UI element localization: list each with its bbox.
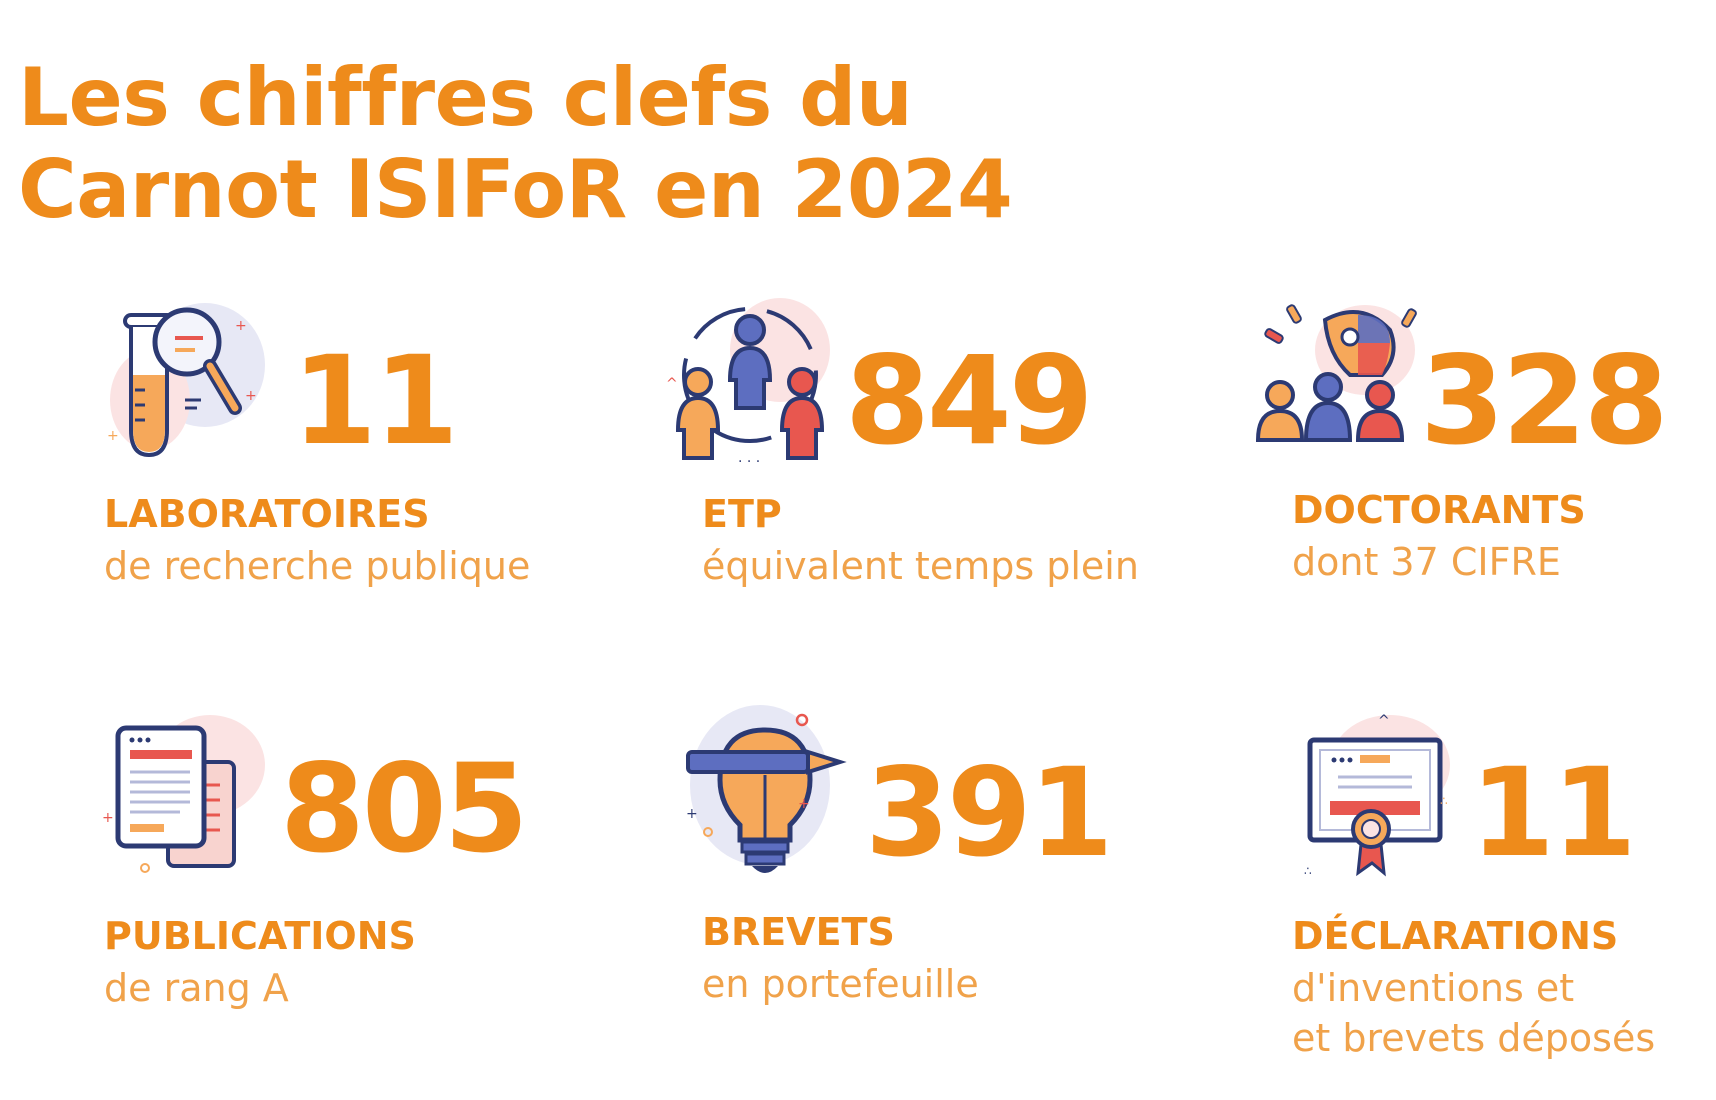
stat-sublabel: de recherche publique [104,544,531,588]
svg-text:^: ^ [1378,713,1390,729]
team-people-icon: ^ · · · [660,290,835,470]
stat-label: BREVETS [702,910,895,954]
stat-label: DOCTORANTS [1292,488,1586,532]
lightbulb-people-icon [1250,295,1425,465]
stat-value: 805 [280,738,529,880]
svg-text:∴: ∴ [1304,864,1312,878]
svg-text:^: ^ [666,376,678,392]
stat-label: PUBLICATIONS [104,914,416,958]
stat-sublabel: de rang A [104,966,289,1010]
stat-sublabel: équivalent temps plein [702,544,1139,588]
stat-label: ETP [702,492,782,536]
stat-value: 11 [292,330,459,472]
stat-value: 328 [1420,330,1669,472]
svg-text:+: + [107,428,119,444]
certificate-icon: ^ ∴ ∴ [1290,705,1460,890]
documents-icon: + [100,710,270,880]
stat-label: DÉCLARATIONS [1292,914,1619,958]
title-line-2: Carnot ISIFoR en 2024 [18,143,1013,236]
lightbulb-pencil-icon: + + [680,700,860,890]
svg-text:+: + [235,318,247,334]
title-line-1: Les chiffres clefs du [18,51,913,144]
svg-text:· · ·: · · · [738,454,760,470]
stat-value: 11 [1470,742,1637,884]
svg-text:+: + [686,806,698,822]
svg-text:∴: ∴ [1440,794,1448,808]
stat-sublabel-line-1: d'inventions et [1292,966,1575,1010]
test-tube-magnifier-icon: + + + [95,290,270,465]
svg-text:+: + [798,796,810,812]
stat-label: LABORATOIRES [104,492,430,536]
svg-text:+: + [102,810,114,826]
svg-text:+: + [245,388,257,404]
stat-sublabel: dont 37 CIFRE [1292,540,1561,584]
stat-value: 391 [865,742,1114,884]
page-title: Les chiffres clefs du Carnot ISIFoR en 2… [18,51,1013,236]
stat-sublabel: en portefeuille [702,962,979,1006]
stat-value: 849 [845,330,1094,472]
stat-sublabel-line-2: et brevets déposés [1292,1016,1656,1060]
